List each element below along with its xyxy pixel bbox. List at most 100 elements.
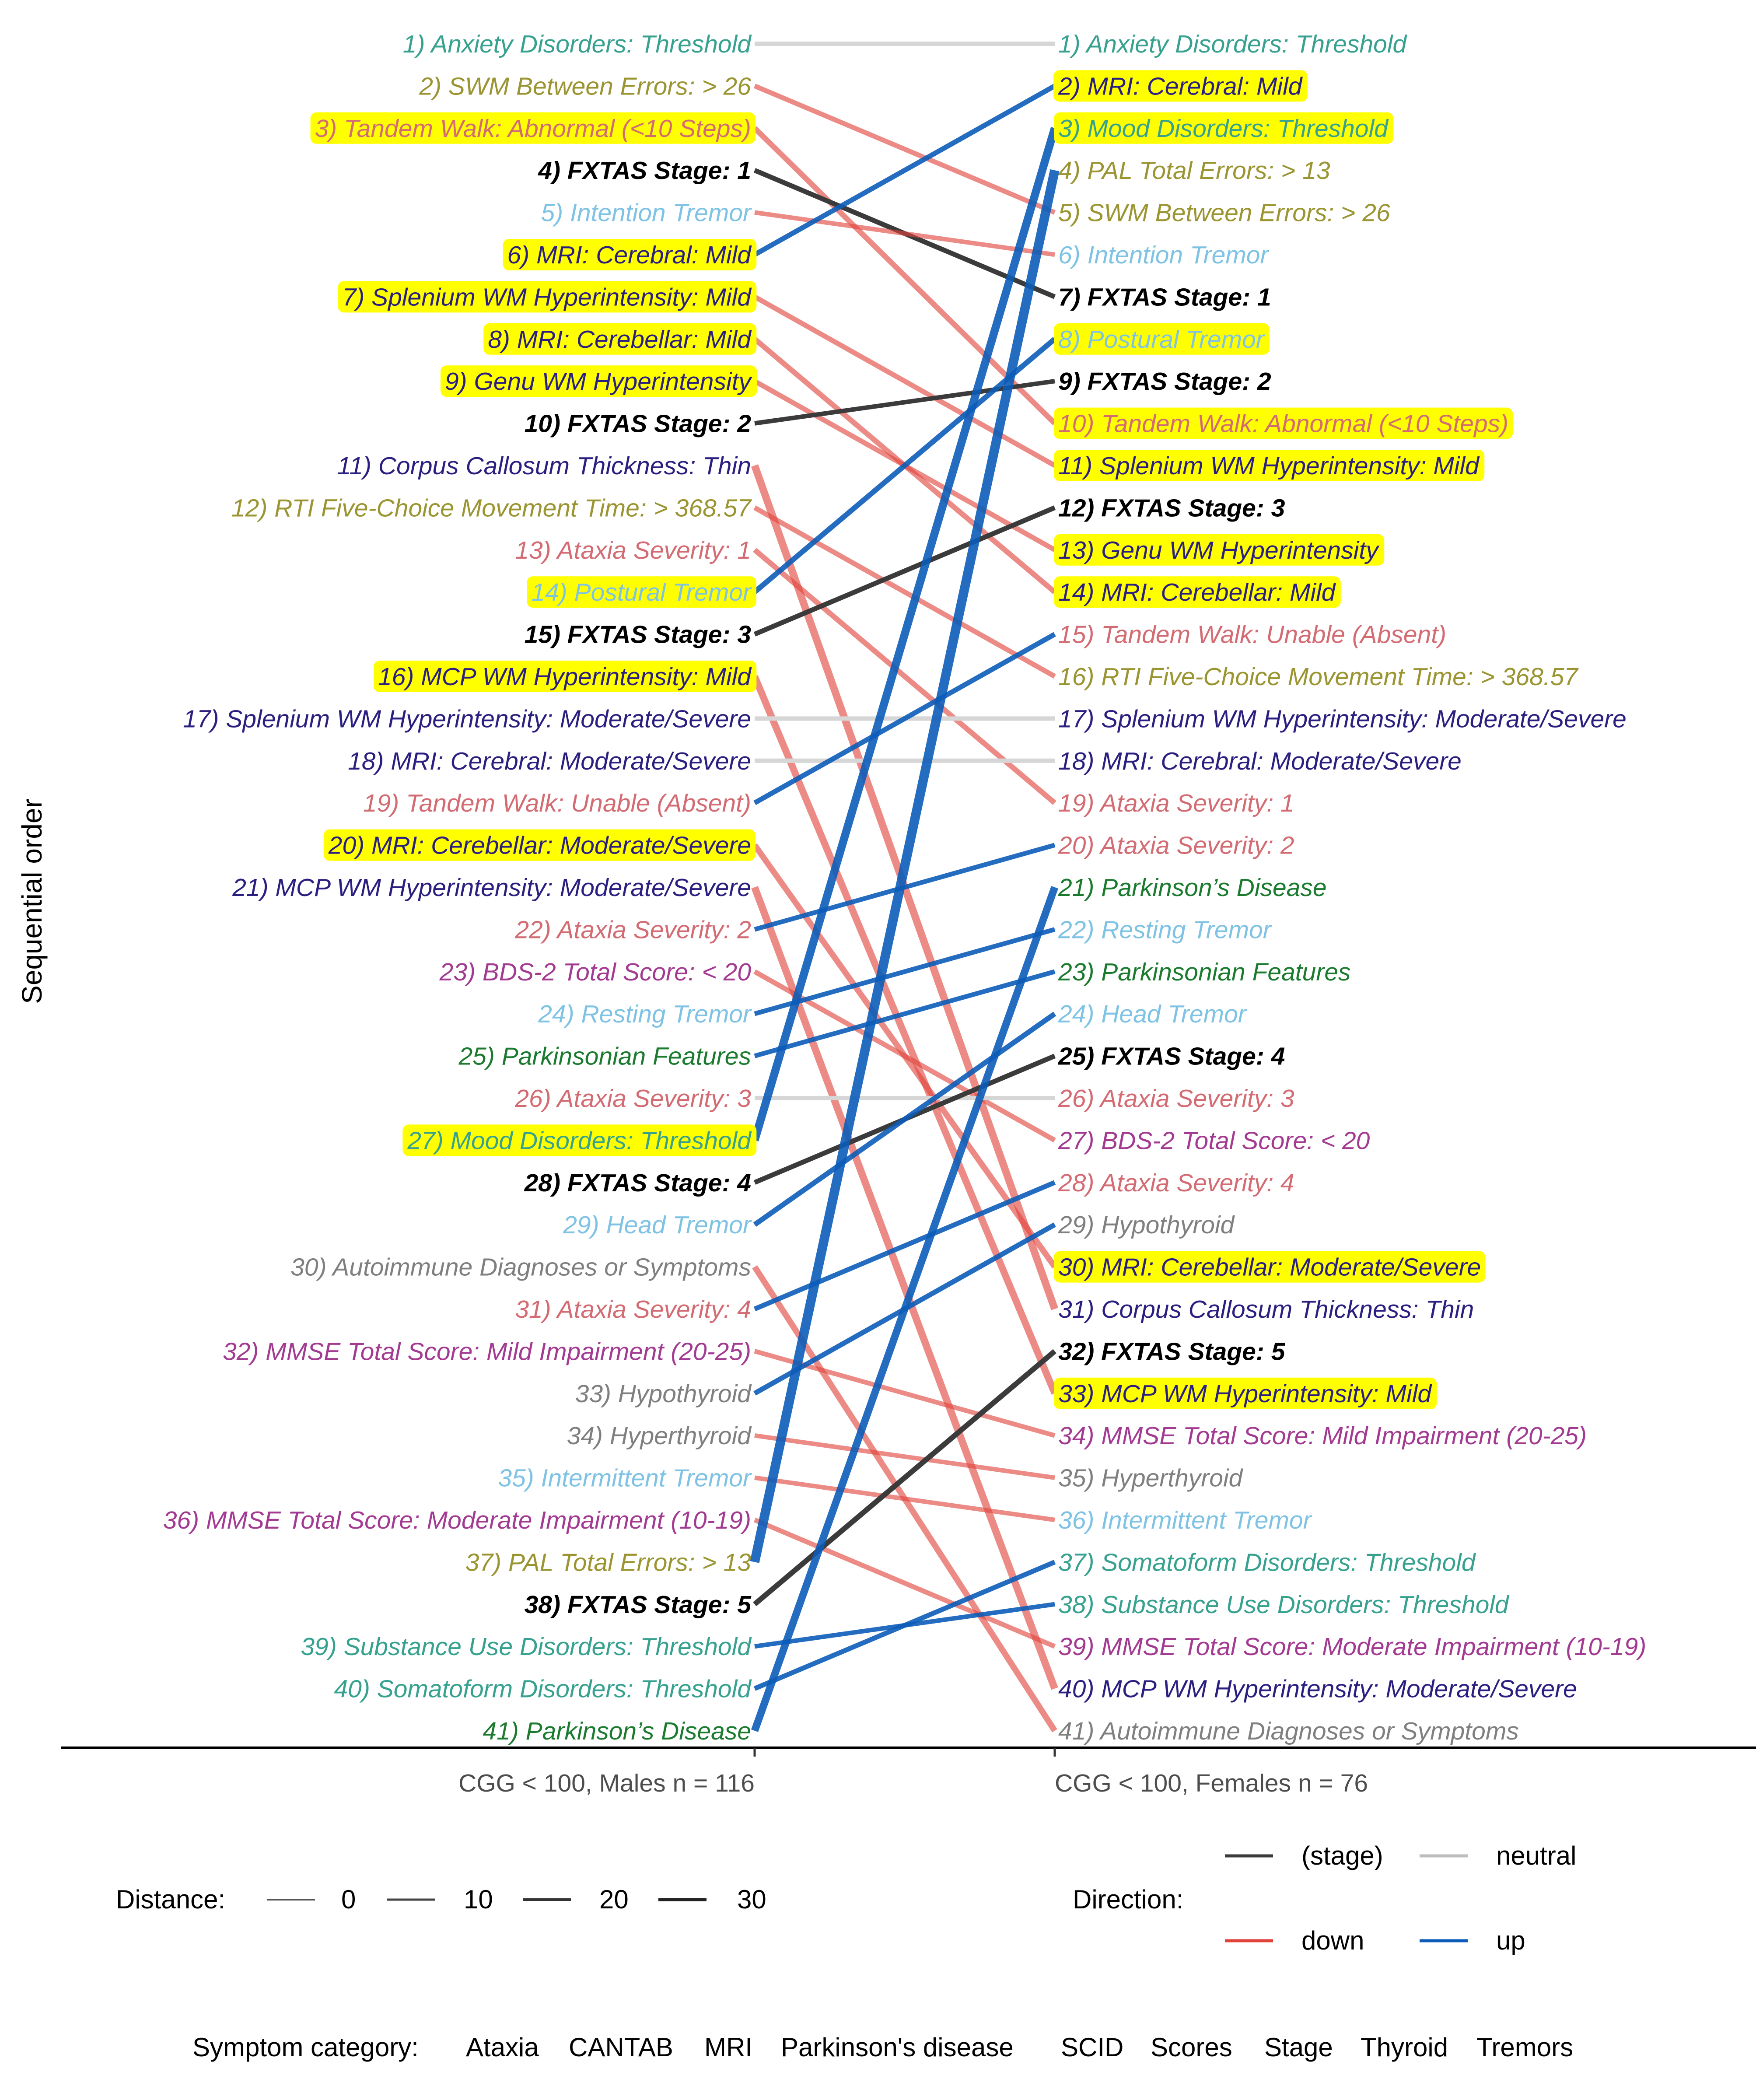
- left-label-4: 4) FXTAS Stage: 1: [538, 157, 751, 185]
- right-label-1: 1) Anxiety Disorders: Threshold: [1058, 30, 1407, 58]
- left-label-1: 1) Anxiety Disorders: Threshold: [403, 30, 752, 58]
- right-label-13: 13) Genu WM Hyperintensity: [1058, 536, 1380, 564]
- right-label-25: 25) FXTAS Stage: 4: [1058, 1043, 1285, 1071]
- left-label-2: 2) SWM Between Errors: > 26: [419, 72, 751, 100]
- legend-distance-label-20: 20: [599, 1885, 629, 1914]
- connection-line-38-32: [753, 1349, 1056, 1606]
- right-label-21: 21) Parkinson’s Disease: [1058, 874, 1327, 902]
- right-label-37: 37) Somatoform Disorders: Threshold: [1058, 1548, 1476, 1576]
- legend-category-title: Symptom category:: [192, 2033, 419, 2062]
- legend-category-cantab: CANTAB: [569, 2033, 673, 2062]
- legend-category-ataxia: Ataxia: [466, 2033, 539, 2062]
- right-label-26: 26) Ataxia Severity: 3: [1058, 1085, 1294, 1113]
- left-label-13: 13) Ataxia Severity: 1: [515, 536, 751, 564]
- left-highlight-20: [323, 829, 756, 861]
- x-tick-label-males: CGG < 100, Males n = 116: [458, 1769, 755, 1797]
- right-label-20: 20) Ataxia Severity: 2: [1058, 832, 1294, 860]
- x-tick-label-females: CGG < 100, Females n = 76: [1055, 1769, 1368, 1797]
- connection-line-5-6: [754, 210, 1055, 257]
- legend-category-tremors: Tremors: [1476, 2033, 1573, 2062]
- right-label-29: 29) Hypothyroid: [1058, 1211, 1235, 1239]
- right-label-32: 32) FXTAS Stage: 5: [1058, 1337, 1286, 1365]
- right-label-19: 19) Ataxia Severity: 1: [1058, 789, 1294, 817]
- left-label-34: 34) Hyperthyroid: [567, 1422, 752, 1450]
- right-highlight-13: [1054, 534, 1385, 566]
- connection-line-12-16: [753, 505, 1056, 679]
- left-label-18: 18) MRI: Cerebral: Moderate/Severe: [348, 747, 751, 775]
- legend-distance: Distance: 0 10 20 30: [116, 1885, 766, 1914]
- right-label-9: 9) FXTAS Stage: 2: [1058, 368, 1271, 396]
- left-label-36: 36) MMSE Total Score: Moderate Impairmen…: [163, 1506, 751, 1534]
- legend-category-scores: Scores: [1151, 2033, 1232, 2062]
- connection-lines: [750, 42, 1060, 1732]
- right-label-8: 8) Postural Tremor: [1058, 326, 1265, 354]
- left-label-6: 6) MRI: Cerebral: Mild: [507, 241, 752, 269]
- right-label-22: 22) Resting Tremor: [1058, 916, 1272, 944]
- legend-direction-label-down: down: [1301, 1926, 1364, 1955]
- right-label-28: 28) Ataxia Severity: 4: [1058, 1169, 1294, 1197]
- legend-category-stage: Stage: [1264, 2033, 1333, 2062]
- connection-line-16-33: [751, 675, 1058, 1395]
- left-label-9: 9) Genu WM Hyperintensity: [445, 368, 753, 396]
- right-highlight-33: [1054, 1377, 1437, 1409]
- left-highlight-7: [338, 281, 757, 313]
- right-label-40: 40) MCP WM Hyperintensity: Moderate/Seve…: [1058, 1675, 1577, 1703]
- left-label-41: 41) Parkinson’s Disease: [483, 1717, 751, 1745]
- right-label-6: 6) Intention Tremor: [1058, 241, 1269, 269]
- right-label-10: 10) Tandem Walk: Abnormal (<10 Steps): [1058, 410, 1508, 438]
- legend-direction-title: Direction:: [1073, 1885, 1183, 1914]
- y-axis-title: Sequential order: [16, 798, 48, 1004]
- legend-direction: Direction: (stage) neutral down up: [1073, 1841, 1576, 1955]
- left-label-39: 39) Substance Use Disorders: Threshold: [301, 1633, 752, 1661]
- right-label-23: 23) Parkinsonian Features: [1058, 958, 1351, 986]
- symptom-labels: 1) Anxiety Disorders: Threshold 2) SWM Be…: [163, 30, 1647, 1745]
- right-highlight-3: [1054, 112, 1394, 144]
- connection-line-34-35: [754, 1433, 1055, 1480]
- connection-line-21-40: [751, 886, 1058, 1690]
- connection-line-24-22: [754, 927, 1056, 1016]
- left-label-33: 33) Hypothyroid: [575, 1380, 752, 1408]
- connection-line-41-21: [751, 886, 1059, 1732]
- right-label-36: 36) Intermittent Tremor: [1058, 1506, 1312, 1534]
- connection-line-7-11: [753, 294, 1056, 468]
- left-label-22: 22) Ataxia Severity: 2: [514, 916, 751, 944]
- left-highlight-6: [503, 239, 757, 270]
- highlight-boxes: [310, 70, 1513, 1409]
- right-label-2: 2) MRI: Cerebral: Mild: [1058, 72, 1303, 100]
- left-highlight-3: [310, 112, 756, 144]
- left-label-24: 24) Resting Tremor: [538, 1000, 752, 1028]
- left-label-8: 8) MRI: Cerebellar: Mild: [488, 326, 752, 354]
- left-label-40: 40) Somatoform Disorders: Threshold: [334, 1675, 752, 1703]
- left-label-29: 29) Head Tremor: [563, 1211, 752, 1239]
- left-highlight-14: [527, 576, 757, 608]
- right-label-41: 41) Autoimmune Diagnoses or Symptoms: [1058, 1717, 1519, 1745]
- legend-direction-label-up: up: [1496, 1926, 1525, 1955]
- connection-line-13-19: [753, 548, 1056, 805]
- right-label-11: 11) Splenium WM Hyperintensity: Mild: [1058, 452, 1480, 480]
- connection-line-27-3: [751, 127, 1059, 1142]
- left-highlight-8: [483, 323, 757, 355]
- right-label-17: 17) Splenium WM Hyperintensity: Moderate…: [1058, 705, 1627, 733]
- legend-distance-label-10: 10: [464, 1885, 493, 1914]
- right-label-16: 16) RTI Five-Choice Movement Time: > 368…: [1058, 663, 1579, 691]
- left-label-23: 23) BDS-2 Total Score: < 20: [439, 958, 752, 986]
- right-label-30: 30) MRI: Cerebellar: Moderate/Severe: [1058, 1253, 1481, 1281]
- left-label-27: 27) Mood Disorders: Threshold: [407, 1127, 752, 1155]
- left-label-5: 5) Intention Tremor: [541, 199, 752, 227]
- legend-category-thyroid: Thyroid: [1361, 2033, 1448, 2062]
- left-label-11: 11) Corpus Callosum Thickness: Thin: [337, 452, 751, 480]
- connection-line-31-28: [753, 1180, 1056, 1312]
- right-label-38: 38) Substance Use Disorders: Threshold: [1058, 1591, 1510, 1619]
- legend-direction-label-stage: (stage): [1301, 1841, 1383, 1870]
- right-label-34: 34) MMSE Total Score: Mild Impairment (2…: [1058, 1422, 1587, 1450]
- legend-distance-label-30: 30: [737, 1885, 766, 1914]
- connection-line-37-4: [750, 169, 1060, 1563]
- left-label-38: 38) FXTAS Stage: 5: [525, 1591, 752, 1619]
- right-label-4: 4) PAL Total Errors: > 13: [1058, 157, 1330, 185]
- left-label-14: 14) Postural Tremor: [531, 578, 752, 606]
- right-highlight-30: [1054, 1251, 1486, 1283]
- left-label-32: 32) MMSE Total Score: Mild Impairment (2…: [223, 1337, 751, 1365]
- right-highlight-11: [1054, 450, 1485, 481]
- left-highlight-9: [440, 365, 757, 397]
- right-label-5: 5) SWM Between Errors: > 26: [1058, 199, 1390, 227]
